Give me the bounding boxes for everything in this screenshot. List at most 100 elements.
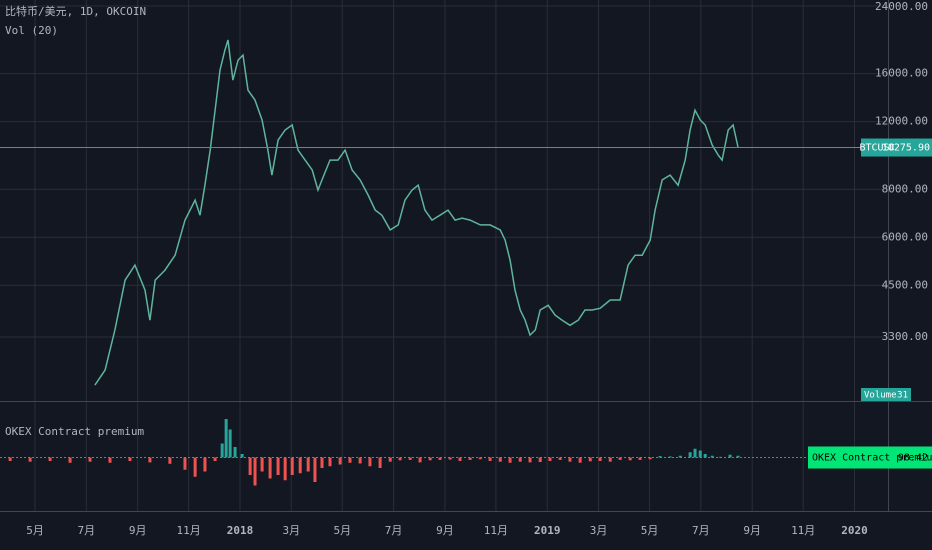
premium-bar — [698, 450, 702, 458]
premium-bar — [68, 457, 72, 463]
premium-bar — [678, 455, 682, 458]
premium-bar — [233, 447, 237, 458]
premium-bar — [548, 457, 552, 461]
premium-bar — [228, 429, 232, 458]
x-tick-label: 3月 — [282, 524, 300, 537]
premium-bar — [348, 457, 352, 463]
y-tick-label: 3300.00 — [882, 330, 928, 343]
y-tick-label: 4500.00 — [882, 278, 928, 291]
premium-bar — [276, 457, 280, 475]
premium-bar — [693, 448, 697, 458]
premium-bar — [28, 457, 32, 462]
x-tick-label: 11月 — [484, 524, 508, 537]
premium-bar — [508, 457, 512, 463]
x-tick-label: 11月 — [177, 524, 201, 537]
premium-bar — [260, 457, 264, 472]
x-tick-label: 9月 — [129, 524, 147, 537]
indicator-badge-bg — [808, 446, 932, 469]
premium-bar — [240, 454, 244, 458]
premium-bar — [368, 457, 372, 467]
premium-bar — [248, 457, 252, 475]
x-tick-label: 9月 — [743, 524, 761, 537]
premium-bar — [306, 457, 310, 472]
volume-badge-name: Volume — [864, 391, 897, 401]
premium-bar — [168, 457, 172, 464]
y-tick-label: 16000.00 — [875, 67, 928, 80]
volume-badge-bg — [861, 388, 911, 401]
premium-bar — [538, 457, 542, 463]
premium-bar — [478, 457, 482, 460]
premium-bar — [203, 457, 207, 472]
premium-bar — [88, 457, 92, 462]
premium-bar — [224, 419, 228, 458]
premium-bar — [488, 457, 492, 461]
premium-bar — [736, 455, 740, 458]
premium-bar — [598, 457, 602, 461]
volume-title: Vol (20) — [5, 24, 58, 37]
premium-bar — [578, 457, 582, 463]
premium-bar — [558, 457, 562, 460]
premium-bar — [468, 457, 472, 460]
premium-bar — [448, 457, 452, 460]
premium-bar — [710, 455, 714, 458]
x-tick-label: 7月 — [78, 524, 96, 537]
price-line — [94, 39, 739, 386]
x-tick-label: 5月 — [26, 524, 44, 537]
y-tick-label: 12000.00 — [875, 115, 928, 128]
premium-bar — [313, 457, 317, 482]
premium-bar — [518, 457, 522, 462]
premium-bar — [128, 457, 132, 461]
premium-bar — [718, 456, 722, 458]
price-badge-name-bg — [861, 138, 894, 157]
x-tick-label: 7月 — [385, 524, 403, 537]
premium-bar — [328, 457, 332, 467]
chart-title: 比特币/美元, 1D, OKCOIN — [5, 4, 146, 18]
x-tick-label: 9月 — [436, 524, 454, 537]
premium-bar — [458, 457, 462, 461]
indicator-badge-value: 98.42 — [898, 453, 928, 464]
premium-bar — [528, 457, 532, 463]
y-tick-label: 8000.00 — [882, 182, 928, 195]
premium-bar — [108, 457, 112, 463]
price-badge-name: BTCUSD — [859, 143, 895, 154]
x-tick-label: 2020 — [841, 524, 868, 537]
x-tick-label: 2019 — [534, 524, 561, 537]
premium-bar — [320, 457, 324, 468]
premium-bar — [193, 457, 197, 477]
premium-bar — [628, 457, 632, 461]
y-tick-label: 6000.00 — [882, 230, 928, 243]
premium-bar — [298, 457, 302, 474]
premium-bar — [220, 443, 224, 458]
premium-bar — [183, 457, 187, 470]
x-tick-label: 5月 — [641, 524, 659, 537]
x-tick-label: 7月 — [692, 524, 710, 537]
premium-bar — [358, 457, 362, 464]
premium-bar — [688, 452, 692, 458]
premium-bar — [408, 457, 412, 460]
premium-bar — [648, 457, 652, 460]
premium-bar — [388, 457, 392, 462]
indicator-badge-name: OKEX Contract premium — [812, 453, 932, 464]
premium-bar — [398, 457, 402, 461]
x-tick-label: 11月 — [791, 524, 815, 537]
price-badge-value: 10275.90 — [882, 143, 930, 154]
premium-bar — [618, 457, 622, 460]
premium-bar — [418, 457, 422, 463]
premium-bar — [268, 457, 272, 479]
premium-bar — [703, 454, 707, 458]
premium-bar — [48, 457, 52, 461]
indicator-title: OKEX Contract premium — [5, 425, 144, 438]
volume-badge-value: 31 — [897, 391, 908, 401]
grid — [0, 0, 888, 511]
premium-bar — [428, 457, 432, 461]
overlay: 5月 7月 9月 11月 2018 3月 5月 7月 9月 11月 2019 3月 5月 7月 9月 11月 2… — [26, 0, 932, 537]
premium-bar — [588, 457, 592, 462]
premium-bar — [498, 457, 502, 462]
premium-bar — [283, 457, 287, 481]
premium-bar — [338, 457, 342, 465]
premium-bar — [148, 457, 152, 463]
x-tick-label: 3月 — [590, 524, 608, 537]
